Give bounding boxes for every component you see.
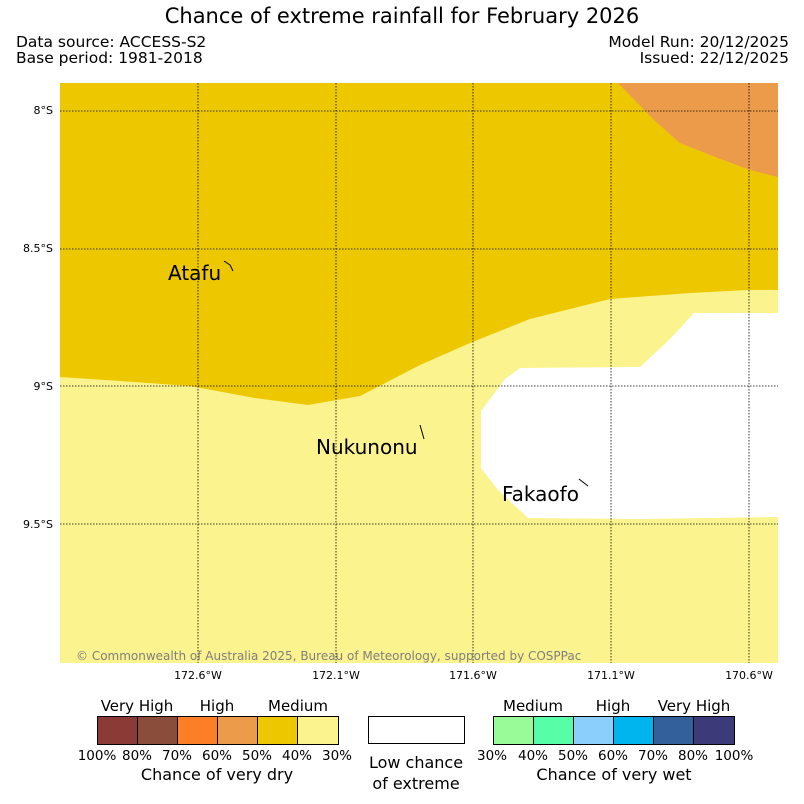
dry-legend-colorbar xyxy=(97,716,339,745)
legend-tick: 60% xyxy=(201,748,233,764)
place-label: Atafu xyxy=(168,261,221,285)
latitude-label: 9.5°S xyxy=(23,518,53,531)
legend-swatch xyxy=(98,717,138,744)
issued-date: Issued: 22/12/2025 xyxy=(639,49,789,67)
rainfall-map[interactable]: Atafu Nukunonu Fakaofo © Commonwealth of… xyxy=(60,83,778,663)
legend-swatch xyxy=(298,717,338,744)
region-medium-dry-40-50 xyxy=(60,83,778,405)
atoll-atafu xyxy=(223,260,234,272)
wet-legend-caption: Chance of very wet xyxy=(536,765,692,784)
legend-heading: High xyxy=(199,697,235,715)
legend-heading: High xyxy=(595,697,631,715)
legend-swatch xyxy=(654,717,694,744)
map-canvas: Atafu Nukunonu Fakaofo © Commonwealth of… xyxy=(60,83,778,663)
legend-tick: 80% xyxy=(121,748,153,764)
place-label: Nukunonu xyxy=(316,435,418,459)
legend-swatch xyxy=(694,717,734,744)
longitude-label: 170.6°W xyxy=(725,669,773,682)
page-title: Chance of extreme rainfall for February … xyxy=(164,4,640,28)
legend-tick: 80% xyxy=(677,748,709,764)
low-chance-caption: Low chance of extreme xyxy=(366,752,466,794)
legend-swatch xyxy=(494,717,534,744)
legend-swatch xyxy=(218,717,258,744)
meta-left: Data source: ACCESS-S2 Base period: 1981… xyxy=(16,34,206,66)
longitude-label: 172.1°W xyxy=(312,669,360,682)
legend-swatch xyxy=(258,717,298,744)
legend-heading: Medium xyxy=(268,697,328,715)
longitude-label: 171.6°W xyxy=(449,669,497,682)
data-source: Data source: ACCESS-S2 xyxy=(16,33,207,51)
legend-swatch xyxy=(614,717,654,744)
latitude-label: 8°S xyxy=(33,104,53,117)
legend-tick: 40% xyxy=(281,748,313,764)
latitude-label: 9°S xyxy=(33,380,53,393)
meta-right: Model Run: 20/12/2025 Issued: 22/12/2025 xyxy=(608,34,789,66)
legend-tick: 70% xyxy=(637,748,669,764)
legend-tick: 100% xyxy=(714,748,754,764)
atoll-nukunonu xyxy=(419,424,425,440)
legend-tick: 30% xyxy=(321,748,353,764)
legend-heading: Very High xyxy=(657,697,731,715)
region-low-chance xyxy=(481,313,778,519)
legend-heading: Medium xyxy=(503,697,563,715)
legend-swatch xyxy=(178,717,218,744)
place-label: Fakaofo xyxy=(502,482,579,506)
low-chance-line: of extreme xyxy=(372,774,460,793)
legend-swatch xyxy=(534,717,574,744)
legend-tick: 40% xyxy=(517,748,549,764)
legend-heading: Very High xyxy=(100,697,174,715)
dry-legend-caption: Chance of very dry xyxy=(140,765,294,784)
model-run: Model Run: 20/12/2025 xyxy=(608,33,789,51)
legend-tick: 60% xyxy=(597,748,629,764)
graticule xyxy=(60,83,778,663)
low-chance-swatch xyxy=(368,716,465,744)
legend-tick: 50% xyxy=(241,748,273,764)
latitude-label: 8.5°S xyxy=(23,242,53,255)
wet-legend-colorbar xyxy=(493,716,735,745)
legend-tick: 50% xyxy=(557,748,589,764)
longitude-label: 172.6°W xyxy=(174,669,222,682)
legend-swatch xyxy=(138,717,178,744)
legend-swatch xyxy=(574,717,614,744)
region-high-dry xyxy=(618,83,778,177)
longitude-label: 171.1°W xyxy=(587,669,635,682)
copyright-notice: © Commonwealth of Australia 2025, Bureau… xyxy=(76,649,581,663)
base-period: Base period: 1981-2018 xyxy=(16,49,203,67)
low-chance-line: Low chance xyxy=(368,753,464,772)
legend-tick: 100% xyxy=(77,748,117,764)
legend-tick: 30% xyxy=(476,748,508,764)
atoll-fakaofo xyxy=(578,478,589,487)
legend-tick: 70% xyxy=(161,748,193,764)
